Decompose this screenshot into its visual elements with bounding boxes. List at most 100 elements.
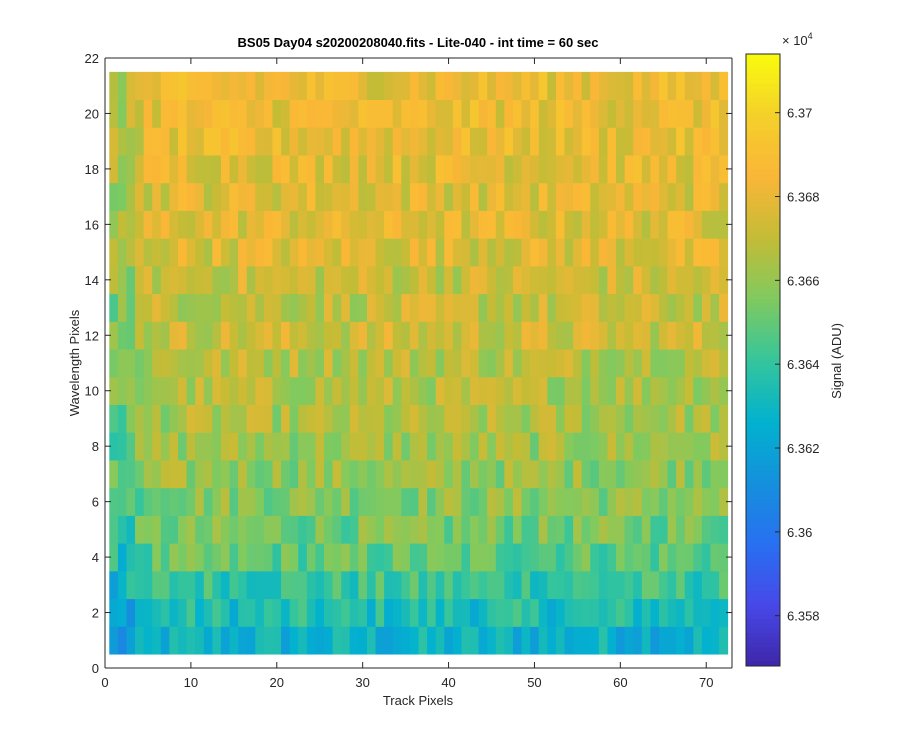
heatmap-cell	[126, 570, 136, 600]
heatmap-cell	[538, 349, 548, 378]
heatmap-cell	[178, 99, 187, 128]
heatmap-cell	[324, 570, 334, 600]
heatmap-cell	[195, 626, 205, 655]
heatmap-cell	[487, 349, 497, 378]
heatmap-cell	[581, 376, 591, 405]
heatmap-cell	[341, 127, 351, 156]
heatmap-cell	[684, 321, 694, 350]
heatmap-cell	[401, 515, 411, 544]
colorbar-strip	[746, 517, 780, 524]
heatmap-cell	[607, 598, 617, 627]
heatmap-cell	[590, 404, 600, 433]
heatmap-cell	[186, 127, 196, 156]
heatmap-cell	[255, 515, 265, 544]
heatmap-cell	[538, 515, 548, 544]
heatmap-cell	[186, 210, 196, 239]
heatmap-cell	[633, 404, 643, 433]
heatmap-cell	[538, 432, 548, 461]
heatmap-cell	[392, 155, 402, 184]
heatmap-cell	[160, 432, 170, 461]
heatmap-cell	[401, 598, 411, 627]
heatmap-cell	[667, 543, 677, 572]
heatmap-cell	[152, 487, 162, 516]
heatmap-cell	[650, 460, 660, 489]
heatmap-cell	[341, 210, 351, 239]
heatmap-cell	[598, 376, 608, 405]
heatmap-cell	[315, 99, 325, 128]
heatmap-cell	[616, 515, 626, 544]
heatmap-cell	[384, 71, 394, 100]
colorbar-strip	[746, 130, 780, 136]
colorbar-strip	[746, 178, 780, 184]
heatmap-cell	[212, 432, 222, 461]
heatmap-cell	[521, 404, 531, 433]
heatmap-cell	[332, 293, 342, 322]
heatmap-cell	[701, 626, 711, 655]
heatmap-cell	[444, 460, 454, 489]
heatmap-cell	[195, 99, 205, 128]
heatmap-cell	[366, 71, 376, 100]
heatmap-cell	[229, 238, 239, 267]
heatmap-cell	[495, 99, 505, 128]
heatmap-cell	[409, 321, 419, 350]
colorbar-strip	[746, 331, 780, 337]
heatmap-cell	[564, 293, 574, 322]
heatmap-cell	[160, 460, 170, 489]
heatmap-cell	[238, 127, 248, 156]
heatmap-cell	[332, 99, 342, 128]
heatmap-cell	[521, 543, 531, 572]
heatmap-cell	[220, 598, 230, 627]
colorbar-strip	[746, 661, 780, 667]
heatmap-cell	[624, 182, 634, 211]
heatmap-cell	[212, 210, 222, 239]
heatmap-cell	[641, 598, 651, 627]
heatmap-cell	[126, 349, 136, 378]
heatmap-cell	[427, 265, 437, 295]
heatmap-cell	[684, 460, 694, 489]
heatmap-cell	[152, 432, 162, 461]
heatmap-cell	[178, 432, 187, 461]
heatmap-cell	[418, 626, 428, 655]
heatmap-cell	[409, 349, 419, 378]
heatmap-cell	[512, 598, 522, 627]
heatmap-cell	[135, 238, 145, 267]
heatmap-cell	[590, 210, 600, 239]
heatmap-cell	[633, 626, 643, 655]
heatmap-cell	[109, 376, 119, 405]
heatmap-cell	[117, 127, 127, 156]
heatmap-cell	[538, 598, 548, 627]
heatmap-cell	[375, 487, 385, 516]
colorbar-strip	[746, 642, 780, 648]
heatmap-cell	[616, 238, 626, 267]
heatmap-cell	[470, 432, 480, 461]
heatmap-cell	[701, 71, 711, 100]
colorbar-strip	[746, 326, 780, 332]
heatmap-cell	[676, 293, 686, 322]
heatmap-cell	[573, 293, 583, 322]
heatmap-cell	[530, 265, 540, 295]
heatmap-cell	[470, 99, 480, 128]
heatmap-cell	[186, 487, 196, 516]
heatmap-cell	[470, 321, 480, 350]
heatmap-cell	[143, 487, 153, 516]
colorbar-strip	[746, 288, 780, 294]
heatmap-cell	[220, 238, 230, 267]
heatmap-cell	[719, 487, 729, 516]
heatmap-cell	[590, 570, 600, 600]
heatmap-cell	[272, 570, 282, 600]
heatmap-cell	[109, 127, 119, 156]
colorbar-strip	[746, 465, 780, 471]
heatmap-cell	[409, 543, 419, 572]
heatmap-cell	[384, 376, 394, 405]
heatmap-cell	[555, 349, 565, 378]
heatmap-cell	[203, 432, 213, 461]
heatmap-cell	[607, 376, 617, 405]
heatmap-cell	[624, 543, 634, 572]
heatmap-cell	[238, 543, 248, 572]
heatmap-cell	[719, 515, 729, 544]
heatmap-cell	[650, 376, 660, 405]
heatmap-cell	[530, 127, 540, 156]
heatmap-cell	[203, 155, 213, 184]
heatmap-cell	[409, 626, 419, 655]
heatmap-cell	[229, 99, 239, 128]
